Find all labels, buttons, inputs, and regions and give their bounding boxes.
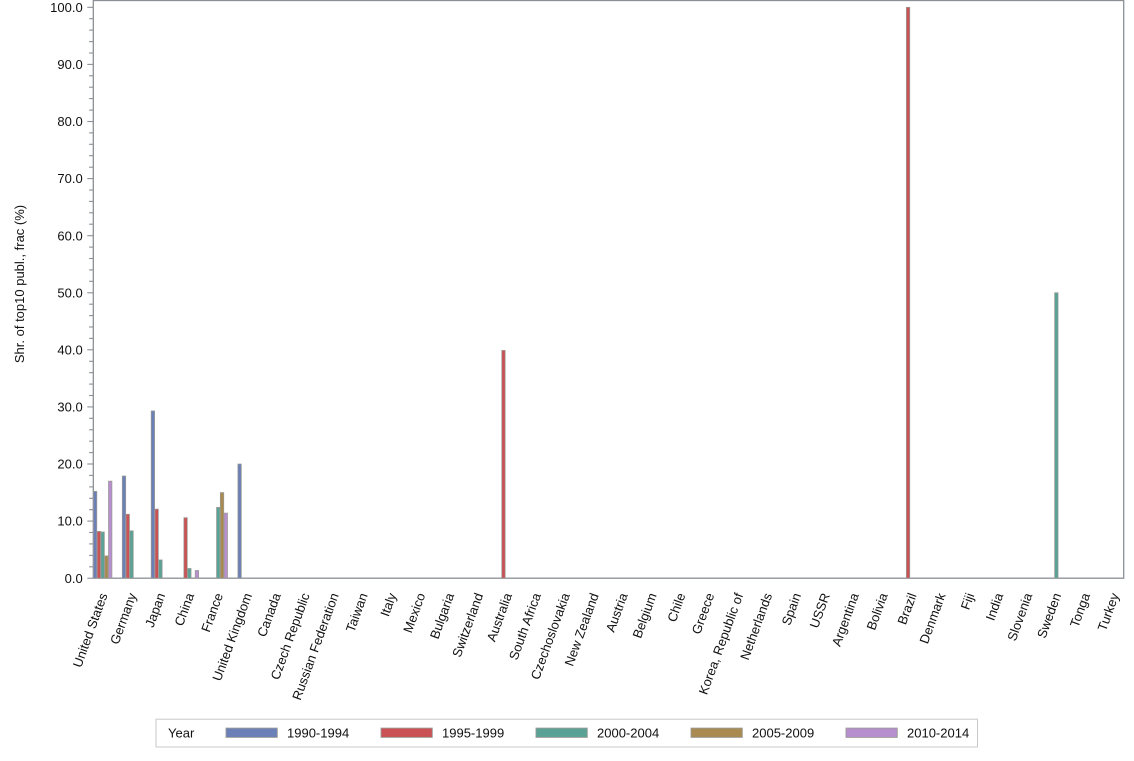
svg-text:20.0: 20.0 xyxy=(57,457,82,472)
svg-text:2010-2014: 2010-2014 xyxy=(907,725,969,740)
svg-text:80.0: 80.0 xyxy=(57,114,82,129)
svg-text:100.0: 100.0 xyxy=(50,0,83,15)
svg-text:10.0: 10.0 xyxy=(57,514,82,529)
svg-text:Year: Year xyxy=(168,725,195,740)
svg-text:90.0: 90.0 xyxy=(57,57,82,72)
svg-text:0.0: 0.0 xyxy=(65,571,83,586)
svg-text:30.0: 30.0 xyxy=(57,400,82,415)
svg-text:Fiji: Fiji xyxy=(958,591,978,612)
svg-text:1990-1994: 1990-1994 xyxy=(287,725,349,740)
svg-text:Shr. of top10 publ., frac (%): Shr. of top10 publ., frac (%) xyxy=(12,205,27,363)
svg-text:2005-2009: 2005-2009 xyxy=(752,725,814,740)
svg-text:1995-1999: 1995-1999 xyxy=(442,725,504,740)
svg-text:40.0: 40.0 xyxy=(57,342,82,357)
svg-text:70.0: 70.0 xyxy=(57,171,82,186)
svg-text:2000-2004: 2000-2004 xyxy=(597,725,659,740)
svg-text:60.0: 60.0 xyxy=(57,228,82,243)
svg-text:50.0: 50.0 xyxy=(57,285,82,300)
